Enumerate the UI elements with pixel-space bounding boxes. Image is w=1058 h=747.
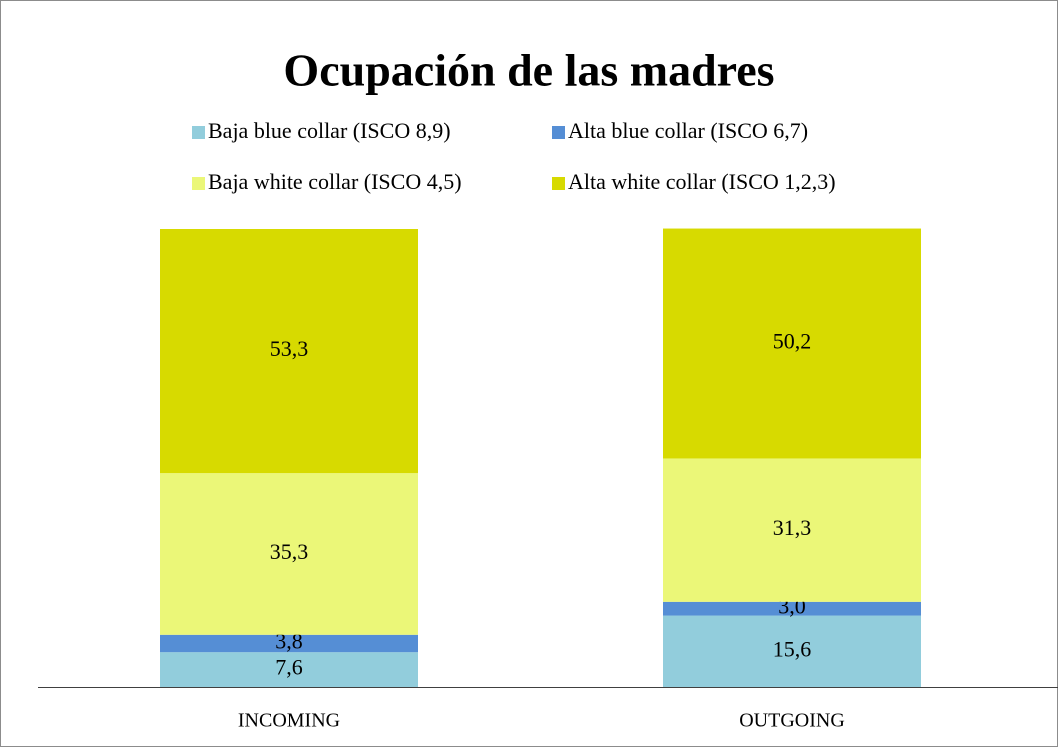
legend-swatch [192,126,205,139]
legend-label: Baja white collar (ISCO 4,5) [208,169,462,194]
bar-segment [663,601,921,616]
data-label: 35,3 [270,539,309,564]
legend-label: Baja blue collar (ISCO 8,9) [208,118,451,143]
legend-swatch [192,177,205,190]
bar-segment [160,473,418,635]
bar-segment [663,615,921,687]
bar-segment [663,458,921,602]
x-tick-label: INCOMING [238,710,340,732]
legend-swatch [552,126,565,139]
bar-segment [160,652,418,687]
data-label: 15,6 [773,636,812,661]
data-label: 50,2 [773,329,812,354]
bar-segment [663,228,921,459]
data-label: 53,3 [270,336,309,361]
legend-label: Alta blue collar (ISCO 6,7) [568,118,808,143]
bar-segment [160,229,418,474]
data-label: 31,3 [773,515,812,540]
x-tick-label: OUTGOING [739,710,845,732]
data-label: 7,6 [275,655,303,680]
legend-label: Alta white collar (ISCO 1,2,3) [568,169,836,194]
bar-segment [160,634,418,653]
chart-title: Ocupación de las madres [283,45,774,96]
legend-swatch [552,177,565,190]
